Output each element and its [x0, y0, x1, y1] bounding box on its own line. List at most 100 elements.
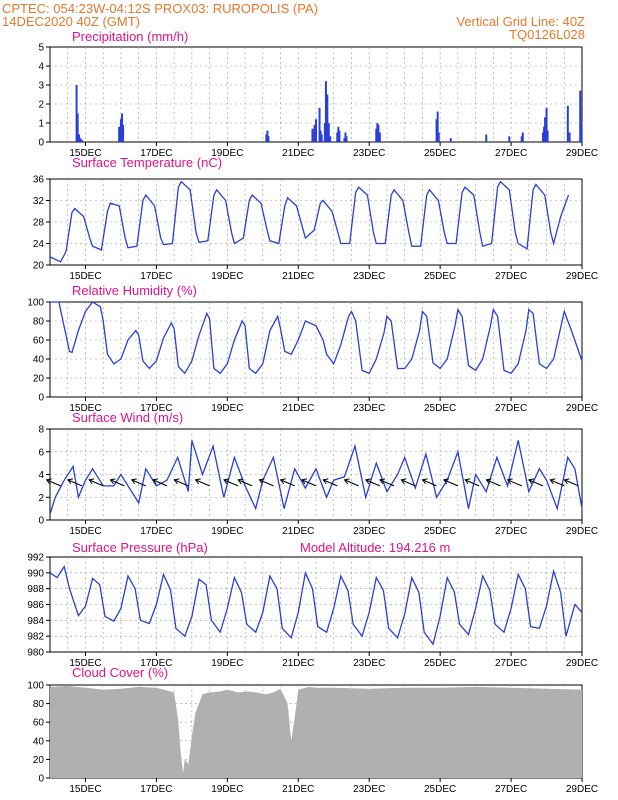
- precip-bar: [449, 138, 452, 142]
- cloud-panel: 0 20 40 60 80 100 15DEC 17DEC 19DEC 21DEC 23DEC 25D…: [27, 681, 598, 796]
- precip-bar: [543, 126, 546, 142]
- wind-arrow: [223, 479, 239, 487]
- wind-xtick-label: 17DEC: [140, 526, 172, 537]
- wind-arrow: [152, 479, 168, 487]
- pressure-xtick-label: 17DEC: [140, 658, 172, 669]
- wind-xtick-label: 23DEC: [353, 526, 385, 537]
- wind-arrowhead: [379, 478, 386, 485]
- wind-arrowhead: [421, 478, 428, 485]
- precip-bar: [318, 107, 321, 142]
- wind-ytick-label: 2: [38, 493, 44, 504]
- cloud-xtick-label: 25DEC: [424, 784, 456, 795]
- pressure-xtick-label: 23DEC: [353, 658, 385, 669]
- pressure-ytick-label: 982: [27, 632, 44, 643]
- humidity-title: Relative Humidity (%): [72, 283, 197, 298]
- cloud-ytick-label: 0: [38, 774, 44, 785]
- precip-bar: [315, 119, 317, 142]
- pressure-ytick-label: 986: [27, 600, 44, 611]
- cloud-xtick-label: 15DEC: [69, 784, 101, 795]
- wind-arrowhead: [301, 478, 308, 485]
- wind-xtick-label: 19DEC: [211, 526, 243, 537]
- temp-panel: 20 24 28 32 36 15DEC 17DEC 19DEC 21DEC 23DEC 25DEC…: [33, 175, 598, 283]
- precip-bar: [436, 111, 439, 142]
- wind-arrowhead: [464, 478, 471, 485]
- wind-arrow: [443, 479, 459, 487]
- wind-panel: 0 2 4 6 8 15DEC 17DEC 19DEC 21DEC 23DEC 25DEC 27DEC…: [38, 425, 598, 538]
- pressure-ytick-label: 992: [27, 553, 44, 564]
- wind-arrow: [422, 479, 437, 487]
- humidity-ytick-label: 80: [33, 317, 45, 328]
- wind-arrowhead: [258, 478, 265, 485]
- wind-arrow: [110, 479, 125, 487]
- wind-xtick-label: 29DEC: [566, 526, 598, 537]
- wind-arrowhead: [223, 478, 230, 485]
- cloud-ytick-label: 80: [33, 699, 45, 710]
- temp-ytick-label: 24: [33, 239, 45, 250]
- cloud-xtick-label: 19DEC: [211, 784, 243, 795]
- wind-arrowhead: [364, 478, 371, 485]
- cloud-ytick-label: 20: [33, 755, 45, 766]
- precip-bar: [375, 128, 378, 142]
- wind-ytick-label: 6: [38, 447, 44, 458]
- cloud-title: Cloud Cover (%): [72, 665, 169, 680]
- pressure-ytick-label: 984: [27, 616, 44, 627]
- wind-xtick-label: 25DEC: [424, 526, 456, 537]
- wind-arrow: [131, 479, 146, 487]
- precip-panel: 0 1 2 3 4 5 15DEC 17DEC 19DEC 21DEC 23DEC 25DEC 27DE…: [38, 43, 598, 160]
- temp-series-line: [49, 180, 570, 263]
- altitude-label: Model Altitude: 194.216 m: [300, 540, 451, 555]
- precip-ytick-label: 4: [38, 62, 44, 73]
- precip-xtick-label: 25DEC: [424, 148, 456, 159]
- wind-arrowhead: [130, 478, 137, 485]
- wind-arrowhead: [194, 478, 201, 485]
- precip-bar: [338, 130, 341, 142]
- precip-bar: [508, 136, 511, 142]
- cloud-xtick-label: 21DEC: [282, 784, 314, 795]
- precip-xtick-label: 15DEC: [69, 148, 101, 159]
- precip-bar: [345, 136, 348, 142]
- precip-bar: [122, 124, 125, 142]
- precip-bar: [266, 130, 269, 142]
- wind-arrowhead: [528, 478, 535, 485]
- cloud-xtick-label: 29DEC: [566, 784, 598, 795]
- pressure-xtick-label: 25DEC: [424, 658, 456, 669]
- humidity-ytick-label: 60: [33, 336, 45, 347]
- precip-bar: [313, 124, 316, 142]
- humidity-ytick-label: 20: [33, 374, 45, 385]
- temp-ytick-label: 28: [33, 218, 45, 229]
- precip-xtick-label: 29DEC: [566, 148, 598, 159]
- cloud-area: [50, 685, 582, 778]
- precip-bar: [119, 119, 122, 142]
- header-date: 14DEC2020 40Z (GMT): [2, 14, 140, 29]
- pressure-ytick-label: 988: [27, 584, 44, 595]
- wind-arrowhead: [322, 478, 329, 485]
- precip-ytick-label: 2: [38, 100, 44, 111]
- humidity-xtick-label: 17DEC: [140, 403, 172, 414]
- precip-bar: [437, 132, 440, 142]
- wind-arrow: [195, 479, 210, 487]
- humidity-ytick-label: 0: [38, 393, 44, 404]
- header-model: TQ0126L028: [509, 27, 585, 42]
- wind-arrow: [564, 479, 579, 487]
- humidity-xtick-label: 27DEC: [495, 403, 527, 414]
- temp-xtick-label: 23DEC: [353, 271, 385, 282]
- wind-arrow: [174, 479, 189, 487]
- precip-bar: [545, 107, 548, 142]
- precip-ytick-label: 0: [38, 138, 44, 149]
- wind-arrow: [46, 479, 61, 487]
- wind-arrowhead: [485, 478, 492, 485]
- precip-bar: [326, 94, 329, 142]
- precip-bar: [544, 117, 547, 142]
- precip-ytick-label: 5: [38, 43, 44, 54]
- wind-xtick-label: 27DEC: [495, 526, 527, 537]
- precip-bar: [377, 124, 380, 142]
- wind-arrow: [550, 479, 565, 487]
- humidity-xtick-label: 25DEC: [424, 403, 456, 414]
- wind-arrowhead: [442, 478, 449, 485]
- pressure-xtick-label: 29DEC: [566, 658, 598, 669]
- temp-xtick-label: 27DEC: [495, 271, 527, 282]
- precip-bar: [311, 128, 314, 142]
- precip-bar: [580, 123, 583, 142]
- precip-bar: [568, 132, 571, 142]
- precip-bar: [376, 123, 379, 142]
